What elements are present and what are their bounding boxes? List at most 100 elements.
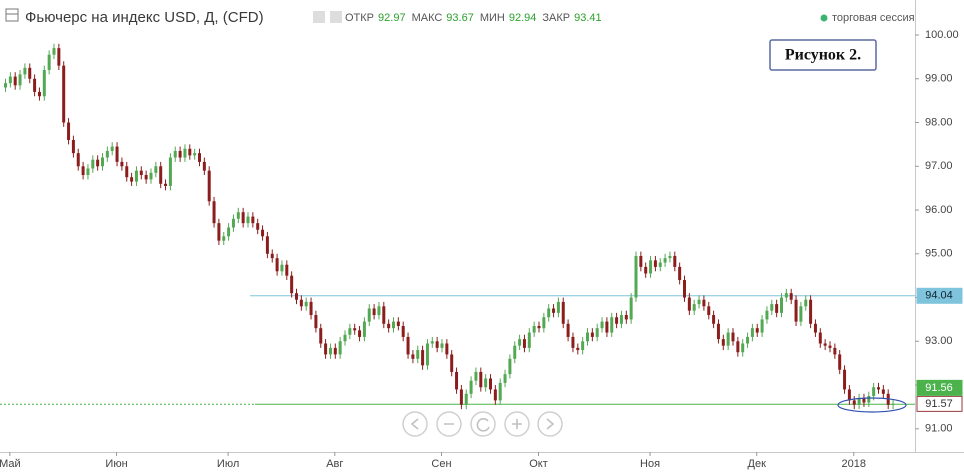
candle-body — [125, 166, 129, 178]
candle-body — [726, 332, 730, 346]
candle-body — [430, 341, 434, 344]
field-label: ОТКР — [345, 12, 374, 24]
candle-body — [561, 301, 565, 324]
candle-body — [178, 150, 182, 158]
candle-body — [198, 153, 201, 162]
symbol-icon[interactable] — [5, 8, 19, 22]
candle-body — [42, 70, 46, 97]
candle-body — [261, 229, 265, 237]
candle-body — [387, 323, 391, 329]
candle-body — [421, 350, 425, 366]
candle-body — [619, 315, 623, 324]
x-tick-label: Окт — [529, 458, 548, 470]
candle-body — [183, 148, 187, 158]
candle-body — [707, 306, 711, 316]
candle-body — [81, 166, 85, 176]
candle-body — [615, 317, 619, 324]
candle-body — [120, 161, 124, 167]
candle-body — [358, 330, 362, 337]
candle-body — [47, 54, 51, 71]
nav-icons — [410, 418, 555, 432]
candle-body — [673, 255, 677, 267]
candle-body — [8, 76, 12, 84]
candle-body — [193, 153, 197, 156]
candle-body — [217, 223, 221, 241]
candle-body — [130, 177, 134, 182]
candle-body — [251, 216, 255, 224]
x-tick-label: Сен — [431, 458, 451, 470]
candle-body — [227, 227, 231, 237]
candle-body — [668, 255, 672, 259]
candle-body — [246, 216, 250, 224]
candle-body — [697, 299, 701, 305]
candle-body — [445, 343, 449, 355]
candle-body — [629, 297, 633, 320]
candle-body — [13, 76, 17, 86]
candle-body — [542, 317, 546, 329]
candle-body — [556, 301, 560, 313]
candle-body — [576, 347, 580, 351]
scroll-right-button[interactable] — [537, 411, 563, 437]
candle-body — [105, 150, 109, 158]
candle-body — [663, 258, 667, 263]
y-tick-label: 91.00 — [925, 423, 953, 435]
candle-body — [833, 347, 837, 355]
candle-body — [96, 159, 100, 167]
candle-body — [775, 304, 779, 313]
candle-body — [687, 297, 691, 311]
candle-body — [479, 371, 483, 388]
candle-body — [62, 65, 66, 123]
x-tick-label: Дек — [748, 458, 767, 470]
candle-body — [857, 398, 861, 405]
candle-body — [581, 341, 585, 351]
field-label: МИН — [480, 12, 505, 24]
candle-body — [188, 148, 192, 156]
candle-body — [290, 275, 294, 294]
settings-icon[interactable] — [330, 11, 342, 23]
candle-body — [396, 321, 400, 326]
reset-button[interactable] — [470, 411, 496, 437]
candle-body — [202, 161, 206, 171]
scroll-left-button[interactable] — [402, 411, 428, 437]
candle-body — [721, 339, 725, 346]
candle-body — [780, 297, 783, 313]
candle-body — [746, 336, 750, 344]
candle-body — [692, 304, 696, 311]
candle-body — [639, 255, 643, 267]
field-label: МАКС — [412, 12, 443, 24]
candle-body — [241, 212, 245, 224]
candle-body — [503, 374, 507, 383]
candle-body — [275, 258, 279, 272]
candle-body — [164, 183, 168, 186]
candle-body — [852, 400, 856, 405]
candle-body — [270, 253, 274, 259]
candle-body — [149, 172, 153, 180]
candle-body — [508, 358, 512, 375]
candle-body — [658, 262, 662, 267]
field-value: 93.41 — [574, 12, 602, 24]
candle-body — [18, 74, 22, 86]
candle-body — [552, 308, 556, 313]
candle-body — [518, 339, 522, 346]
candle-body — [847, 389, 851, 401]
candle-body — [600, 321, 604, 329]
candle-body — [804, 299, 808, 307]
candle-body — [760, 319, 764, 333]
candle-body — [794, 299, 798, 322]
candle-body — [256, 223, 260, 230]
settings-icon[interactable] — [313, 11, 325, 23]
candle-body — [231, 218, 235, 228]
y-tick-label: 98.00 — [925, 116, 953, 128]
price-label: 91.57 — [925, 398, 953, 410]
annotation: Рисунок 2. — [785, 47, 861, 64]
candle-body — [362, 321, 366, 337]
candle-body — [586, 332, 589, 342]
candle-body — [799, 306, 803, 322]
x-tick-label: Май — [0, 458, 21, 470]
candle-body — [484, 378, 488, 388]
candle-body — [843, 369, 847, 390]
candle-body — [372, 308, 376, 316]
candle-body — [498, 382, 502, 401]
